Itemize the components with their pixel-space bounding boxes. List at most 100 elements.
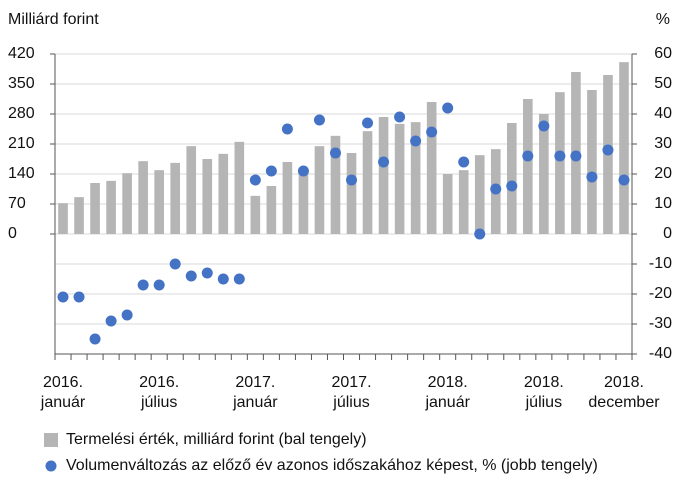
x-tick-label-line: július bbox=[332, 394, 369, 411]
x-tick-label-line: 2016. bbox=[139, 374, 179, 391]
bar bbox=[346, 153, 357, 234]
point bbox=[490, 183, 502, 195]
point bbox=[73, 291, 85, 303]
x-tick-label-line: január bbox=[40, 394, 86, 411]
point bbox=[313, 114, 325, 126]
bar bbox=[122, 173, 132, 234]
bar bbox=[410, 122, 421, 234]
bar bbox=[186, 146, 197, 234]
y2-axis-label: % bbox=[656, 11, 670, 28]
x-tick-label: 2016. július bbox=[139, 374, 179, 411]
y-tick-label: 70 bbox=[8, 195, 26, 212]
y-tick-label: 280 bbox=[8, 105, 35, 122]
x-tick-label-line: 2018. bbox=[524, 374, 564, 391]
x-tick-label: 2017. január bbox=[232, 374, 278, 411]
point bbox=[458, 156, 470, 168]
bar bbox=[442, 174, 453, 234]
x-tick-label-line: január bbox=[232, 394, 278, 411]
bar bbox=[426, 102, 437, 234]
bar bbox=[90, 183, 100, 234]
point bbox=[89, 333, 101, 345]
bar bbox=[330, 135, 341, 234]
x-tick-label-line: január bbox=[424, 394, 470, 411]
bar bbox=[394, 123, 405, 234]
point bbox=[394, 111, 406, 123]
point bbox=[297, 165, 309, 177]
bar bbox=[523, 99, 533, 234]
y2-tick-label: -20 bbox=[649, 285, 672, 302]
bar bbox=[154, 170, 164, 234]
bar bbox=[378, 117, 389, 234]
point bbox=[378, 156, 390, 168]
bar bbox=[587, 90, 597, 234]
point bbox=[410, 135, 422, 147]
point bbox=[426, 126, 438, 138]
y2-tick-label: 60 bbox=[654, 45, 672, 62]
bar bbox=[555, 92, 565, 235]
bar bbox=[266, 186, 277, 234]
y2-tick-label: 40 bbox=[654, 105, 672, 122]
point bbox=[554, 150, 566, 162]
x-tick-label-line: 2017. bbox=[235, 374, 275, 391]
y2-tick-label: 20 bbox=[654, 165, 672, 182]
bar bbox=[74, 197, 84, 234]
y2-tick-label: 0 bbox=[663, 225, 672, 242]
y2-tick-label: -40 bbox=[649, 345, 672, 362]
point bbox=[586, 171, 598, 183]
x-tick-label-line: 2018. bbox=[604, 374, 644, 391]
bar bbox=[138, 161, 148, 234]
legend-label: Termelési érték, milliárd forint (bal te… bbox=[66, 431, 367, 448]
point bbox=[121, 309, 133, 321]
bar bbox=[298, 171, 309, 234]
bar bbox=[506, 123, 517, 234]
point bbox=[442, 102, 454, 114]
y2-tick-label: 50 bbox=[654, 75, 672, 92]
point bbox=[618, 174, 630, 186]
point bbox=[474, 228, 486, 240]
point bbox=[265, 165, 277, 177]
bar bbox=[250, 195, 261, 234]
bar bbox=[314, 146, 325, 234]
y-tick-label: 210 bbox=[8, 135, 35, 152]
x-tick-label-line: július bbox=[140, 394, 177, 411]
x-tick-label-line: 2016. bbox=[43, 374, 83, 391]
x-tick-label: 2017. július bbox=[331, 374, 371, 411]
y-tick-label: 140 bbox=[8, 165, 35, 182]
y2-tick-label: -30 bbox=[649, 315, 672, 332]
legend-swatch bbox=[45, 460, 57, 472]
bar bbox=[539, 114, 549, 234]
point bbox=[153, 279, 165, 291]
x-tick-label: 2018. július bbox=[524, 374, 564, 411]
y-tick-label: 350 bbox=[8, 75, 35, 92]
point bbox=[329, 147, 341, 159]
point bbox=[201, 267, 213, 279]
bar bbox=[458, 170, 469, 234]
point bbox=[185, 270, 197, 282]
y2-tick-label: 10 bbox=[654, 195, 672, 212]
bar bbox=[58, 203, 68, 234]
bar bbox=[170, 162, 181, 234]
y2-tick-label: 30 bbox=[654, 135, 672, 152]
bar bbox=[234, 141, 245, 234]
point bbox=[105, 315, 117, 327]
point bbox=[538, 120, 550, 132]
bar bbox=[282, 162, 293, 234]
bar bbox=[106, 180, 116, 234]
x-tick-label: 2018. december bbox=[588, 374, 660, 411]
y-axis-label: Milliárd forint bbox=[8, 11, 99, 28]
y-tick-label: 0 bbox=[8, 225, 17, 242]
point bbox=[362, 117, 374, 129]
point bbox=[169, 258, 181, 270]
point bbox=[137, 279, 149, 291]
point bbox=[249, 174, 261, 186]
bar bbox=[474, 155, 485, 234]
bar bbox=[218, 153, 229, 234]
point bbox=[281, 123, 293, 135]
x-tick-label: 2016. január bbox=[40, 374, 86, 411]
point bbox=[602, 144, 614, 156]
x-tick-label-line: július bbox=[525, 394, 562, 411]
y2-tick-label: -10 bbox=[649, 255, 672, 272]
y-tick-label: 420 bbox=[8, 45, 35, 62]
x-tick-label: 2018. január bbox=[424, 374, 470, 411]
